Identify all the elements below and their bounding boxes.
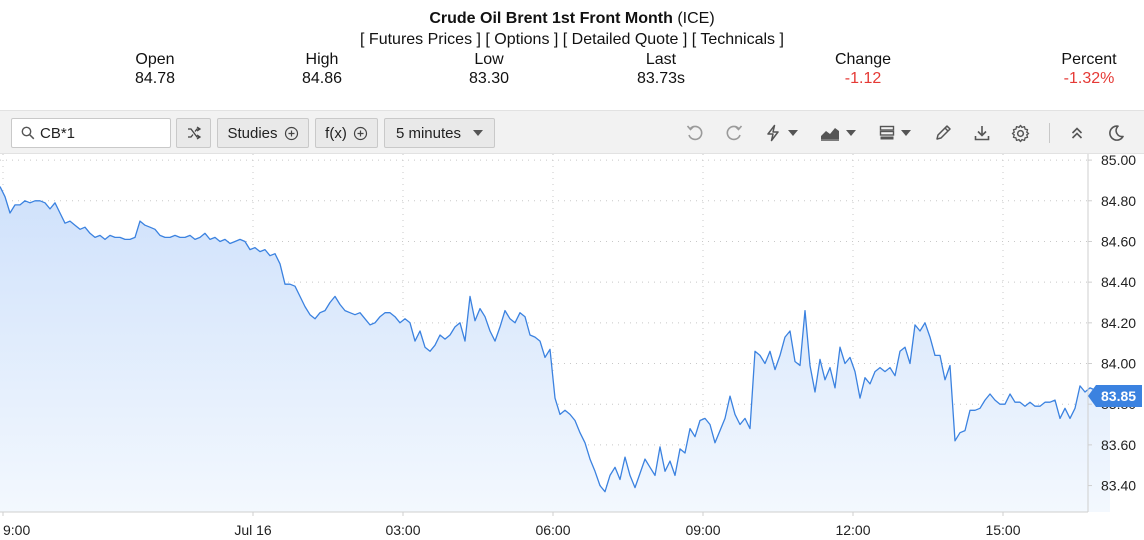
- x-tick-label: 12:00: [835, 522, 870, 538]
- x-tick-label: 9:00: [3, 522, 30, 538]
- studies-label: Studies: [227, 124, 278, 142]
- quote-low: Low 83.30: [459, 51, 519, 88]
- collapse-icon: [1071, 127, 1083, 139]
- quote-value: 84.86: [301, 70, 343, 87]
- caret-down-icon: [473, 130, 484, 136]
- last-price-label: 83.85: [1101, 388, 1136, 404]
- plus-circle-icon: [353, 126, 367, 140]
- y-tick-label: 83.40: [1101, 478, 1136, 494]
- compare-button[interactable]: [176, 118, 211, 148]
- redo-icon: [726, 125, 743, 141]
- quote-links: [ Futures Prices ] [ Options ] [ Detaile…: [0, 31, 1144, 49]
- x-tick-label: 15:00: [985, 522, 1020, 538]
- quote-label: Percent: [1061, 51, 1117, 68]
- y-tick-label: 84.20: [1101, 315, 1136, 331]
- studies-button[interactable]: Studies: [217, 118, 309, 148]
- interval-label: 5 minutes: [395, 124, 462, 142]
- quote-value: -1.12: [844, 70, 882, 87]
- y-tick-label: 84.00: [1101, 356, 1136, 372]
- y-tick-label: 84.80: [1101, 193, 1136, 209]
- price-area: [0, 186, 1110, 512]
- caret-down-icon: [788, 130, 798, 136]
- price-chart[interactable]: 85.0084.8084.6084.4084.2084.0083.8083.60…: [0, 154, 1144, 540]
- detailed-quote-link[interactable]: [ Detailed Quote ]: [562, 31, 688, 48]
- download-button[interactable]: [971, 123, 993, 143]
- y-tick-label: 85.00: [1101, 154, 1136, 168]
- quote-label: Low: [474, 51, 504, 68]
- plus-circle-icon: [284, 126, 298, 140]
- pencil-icon: [936, 125, 951, 140]
- last-price-tag: 83.85: [1088, 385, 1142, 408]
- x-axis: 9:00 Jul 16 03:00 06:00 09:00 12:00 15:00: [2, 512, 1021, 538]
- x-tick-label: 03:00: [385, 522, 420, 538]
- options-link[interactable]: [ Options ]: [485, 31, 559, 48]
- theme-button[interactable]: [1105, 123, 1127, 143]
- gear-icon: [1011, 124, 1029, 142]
- events-button[interactable]: [762, 123, 800, 143]
- exchange-label: (ICE): [677, 10, 715, 27]
- interval-select[interactable]: 5 minutes: [384, 118, 495, 148]
- download-icon: [974, 126, 990, 141]
- chart-toolbar: Studies f(x) 5 minutes: [0, 110, 1144, 154]
- toolbar-divider: [1049, 123, 1050, 143]
- undo-icon: [686, 125, 703, 141]
- redo-button[interactable]: [723, 123, 745, 143]
- futures-prices-link[interactable]: [ Futures Prices ]: [360, 31, 481, 48]
- symbol-input[interactable]: [40, 123, 165, 143]
- caret-down-icon: [846, 130, 856, 136]
- chart-type-icon: [821, 128, 839, 141]
- quote-value: -1.32%: [1063, 70, 1115, 87]
- last-price-tag-shape: [1088, 385, 1142, 408]
- quote-label: Change: [834, 51, 892, 68]
- x-tick-label: 06:00: [535, 522, 570, 538]
- caret-down-icon: [901, 130, 911, 136]
- price-line: [0, 186, 1111, 493]
- quote-label: High: [305, 51, 339, 68]
- search-icon: [21, 126, 35, 140]
- quote-change: Change -1.12: [828, 51, 898, 88]
- compare-icon: [187, 126, 201, 140]
- theme-icon: [1109, 125, 1124, 141]
- technicals-link[interactable]: [ Technicals ]: [691, 31, 784, 48]
- x-tick-label: 09:00: [685, 522, 720, 538]
- symbol-search[interactable]: [11, 118, 171, 148]
- instrument-name: Crude Oil Brent 1st Front Month: [429, 10, 673, 27]
- y-tick-label: 83.60: [1101, 437, 1136, 453]
- instrument-title: Crude Oil Brent 1st Front Month (ICE): [0, 10, 1144, 28]
- y-tick-label: 84.40: [1101, 274, 1136, 290]
- quote-label: Last: [645, 51, 677, 68]
- settings-button[interactable]: [1009, 123, 1031, 143]
- functions-button[interactable]: f(x): [315, 118, 378, 148]
- quote-value: 83.73s: [636, 70, 686, 87]
- collapse-button[interactable]: [1066, 123, 1088, 143]
- layout-icon: [879, 125, 895, 140]
- quote-last: Last 83.73s: [626, 51, 696, 88]
- draw-button[interactable]: [932, 123, 954, 143]
- quote-open: Open 84.78: [125, 51, 185, 88]
- lightning-icon: [767, 124, 779, 142]
- quote-label: Open: [135, 51, 175, 68]
- undo-button[interactable]: [684, 123, 706, 143]
- quote-value: 83.30: [468, 70, 510, 87]
- quote-high: High 84.86: [292, 51, 352, 88]
- layout-button[interactable]: [876, 123, 914, 143]
- quote-percent: Percent -1.32%: [1050, 51, 1128, 88]
- quote-value: 84.78: [134, 70, 176, 87]
- x-tick-label: Jul 16: [234, 522, 272, 538]
- functions-label: f(x): [325, 124, 347, 142]
- y-tick-label: 84.60: [1101, 233, 1136, 249]
- chart-type-button[interactable]: [818, 123, 858, 143]
